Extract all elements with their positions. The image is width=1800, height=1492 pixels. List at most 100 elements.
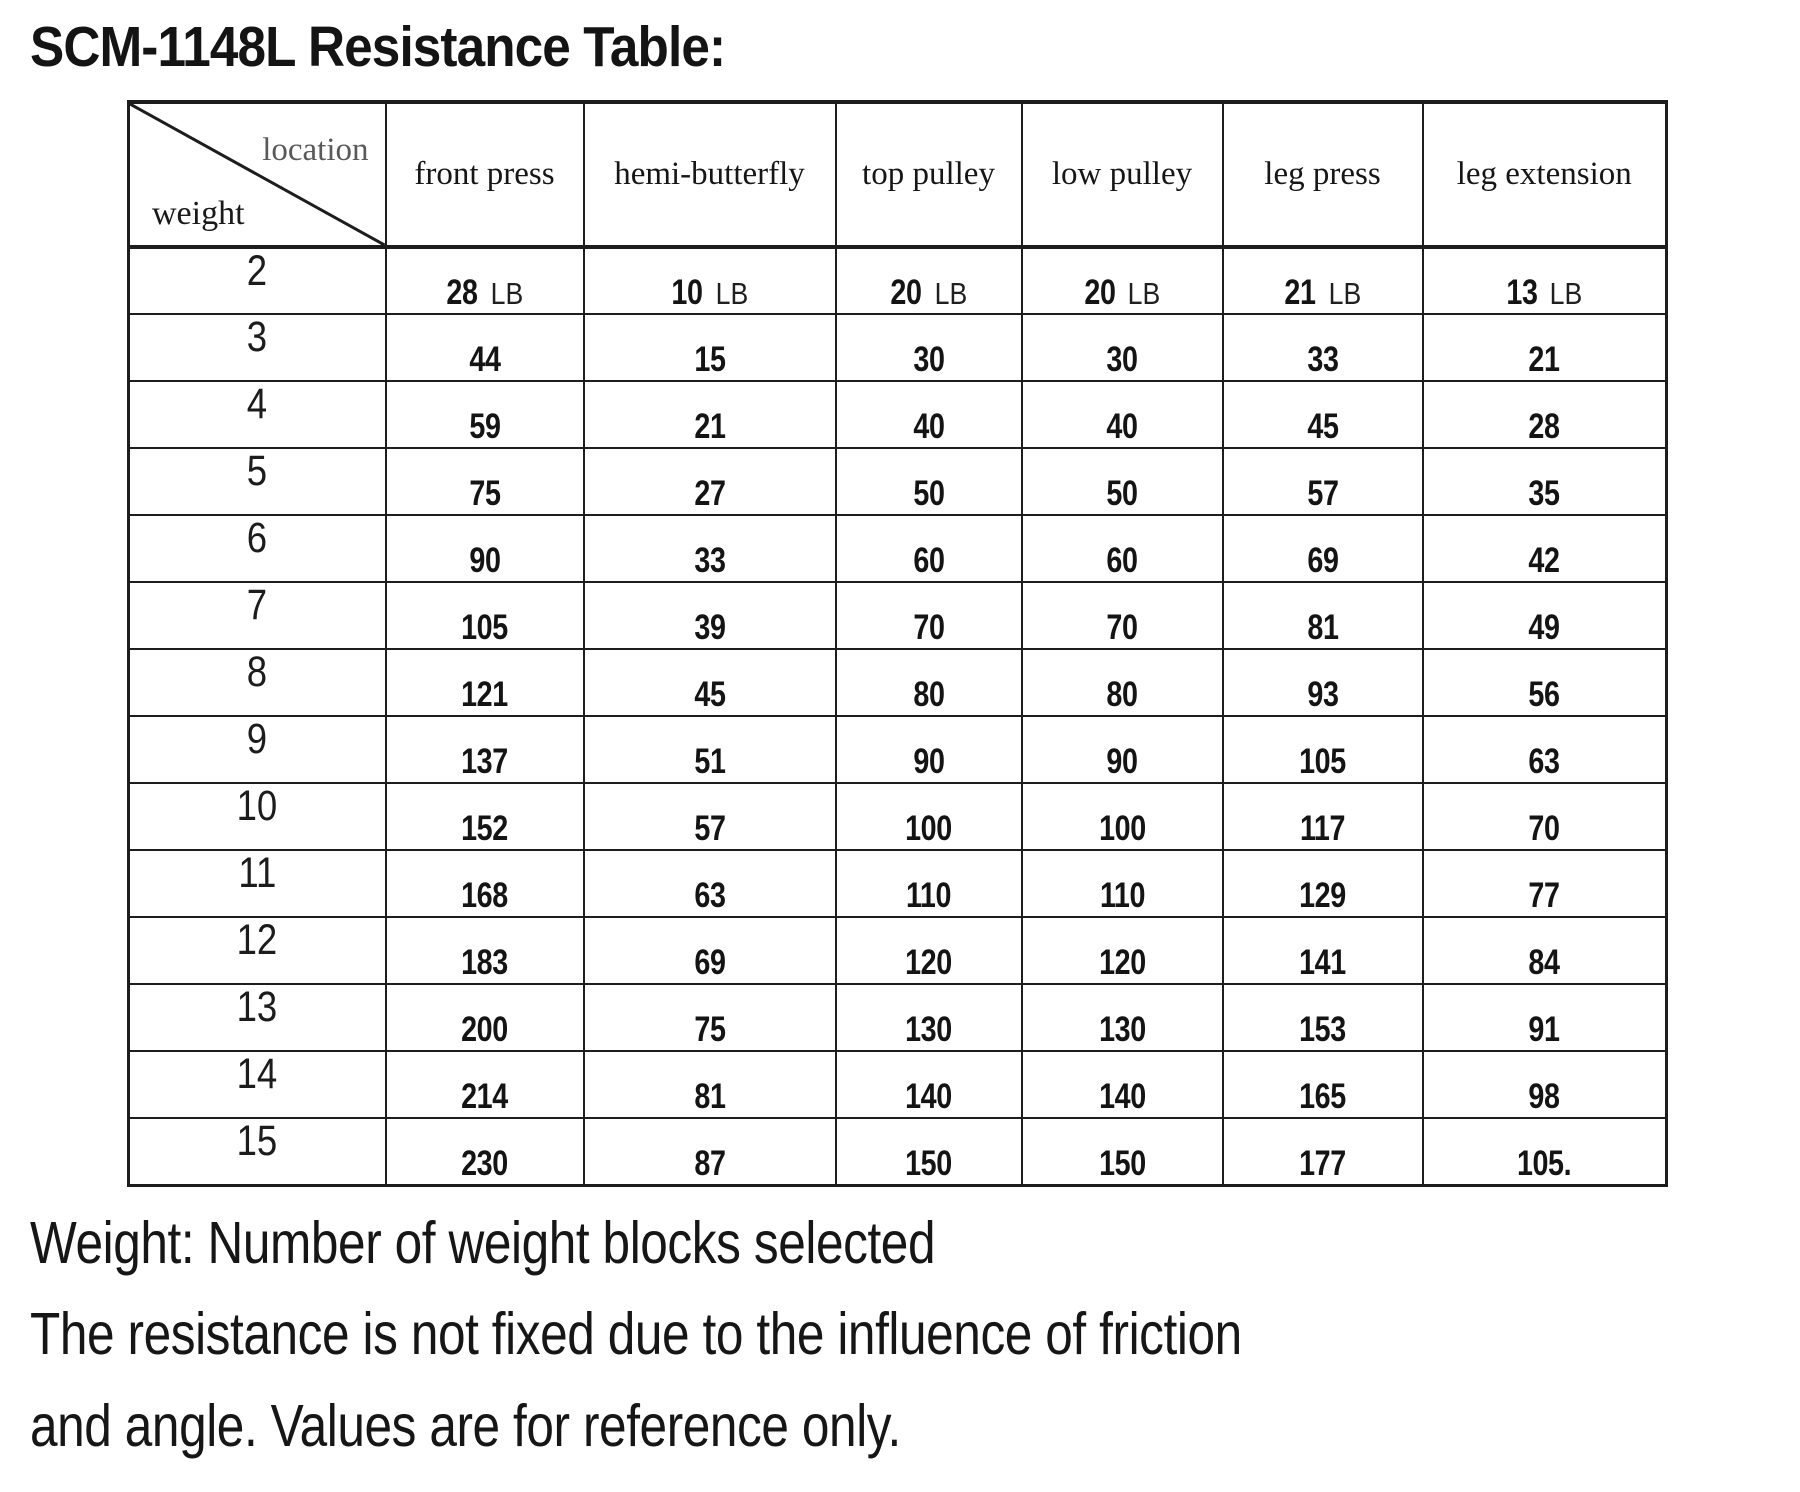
weight-value: 4 — [247, 380, 268, 428]
table-row: 6 90 33 60 60 69 42 — [127, 514, 1668, 583]
resistance-cell: 90 — [834, 715, 1023, 784]
resistance-cell: 100 — [834, 782, 1023, 851]
diagonal-divider-line — [130, 104, 385, 245]
resistance-value: 100 — [1098, 809, 1146, 848]
resistance-value: 42 — [1528, 541, 1561, 580]
resistance-value: 100 — [905, 809, 952, 848]
column-header-hemi-butterfly: hemi-butterfly — [582, 101, 837, 249]
resistance-cell: 200 — [384, 983, 585, 1052]
weight-value: 10 — [236, 782, 278, 830]
resistance-cell: 130 — [834, 983, 1023, 1052]
resistance-value: 168 — [461, 876, 508, 915]
resistance-cell: 100 — [1020, 782, 1224, 851]
resistance-cell: 56 — [1421, 648, 1668, 717]
resistance-cell: 110 — [834, 849, 1023, 918]
column-header-low-pulley: low pulley — [1020, 101, 1224, 249]
resistance-value: 153 — [1299, 1010, 1346, 1049]
resistance-cell: 98 — [1421, 1050, 1668, 1119]
resistance-value: 75 — [468, 474, 501, 513]
resistance-cell: 105 — [1221, 715, 1424, 784]
weight-value: 14 — [236, 1050, 278, 1098]
weight-cell: 3 — [127, 313, 387, 382]
resistance-cell: 137 — [384, 715, 585, 784]
resistance-value: 57 — [1306, 474, 1339, 513]
weight-cell: 4 — [127, 380, 387, 449]
weight-value: 2 — [247, 247, 268, 295]
weight-cell: 15 — [127, 1117, 387, 1186]
resistance-value: 230 — [461, 1143, 508, 1183]
resistance-cell: 50 — [834, 447, 1023, 516]
resistance-value: 130 — [905, 1010, 952, 1049]
resistance-value: 121 — [461, 675, 508, 714]
resistance-cell: 150 — [834, 1117, 1023, 1186]
resistance-value: 39 — [693, 608, 726, 647]
weight-cell: 11 — [127, 849, 387, 918]
resistance-cell: 33 — [582, 514, 837, 583]
resistance-value: 177 — [1299, 1143, 1346, 1183]
resistance-value: 60 — [1106, 541, 1138, 580]
resistance-value: 70 — [912, 608, 945, 647]
resistance-value: 33 — [693, 541, 726, 580]
resistance-cell: 77 — [1421, 849, 1668, 918]
resistance-cell: 140 — [1020, 1050, 1224, 1119]
unit-label: LB — [1328, 276, 1362, 311]
resistance-value: 57 — [693, 809, 726, 848]
resistance-value: 21 — [1284, 273, 1317, 312]
header-row: location weight front press hemi-butterf… — [127, 101, 1668, 249]
resistance-value: 69 — [693, 943, 726, 982]
resistance-cell: 20 LB — [834, 246, 1023, 315]
resistance-value: 35 — [1528, 474, 1561, 513]
resistance-value: 28 — [446, 273, 479, 312]
resistance-cell: 183 — [384, 916, 585, 985]
resistance-cell: 49 — [1421, 581, 1668, 650]
resistance-value: 49 — [1528, 608, 1561, 647]
column-header-top-pulley: top pulley — [834, 101, 1023, 249]
resistance-cell: 30 — [1020, 313, 1224, 382]
weight-value: 13 — [236, 983, 278, 1031]
resistance-value: 84 — [1528, 943, 1561, 982]
weight-value: 5 — [247, 447, 268, 495]
resistance-value: 69 — [1306, 541, 1339, 580]
resistance-value: 93 — [1306, 675, 1339, 714]
resistance-value: 80 — [1106, 675, 1138, 714]
table-row: 2 28 LB 10 LB 20 LB 20 LB 21 LB 13 LB — [127, 246, 1668, 315]
weight-cell: 5 — [127, 447, 387, 516]
resistance-cell: 70 — [1020, 581, 1224, 650]
resistance-value: 130 — [1098, 1010, 1146, 1049]
weight-value: 3 — [247, 313, 268, 361]
resistance-value: 120 — [1098, 943, 1146, 982]
resistance-value: 120 — [905, 943, 952, 982]
resistance-cell: 165 — [1221, 1050, 1424, 1119]
resistance-cell: 57 — [582, 782, 837, 851]
resistance-value: 20 — [1084, 273, 1116, 312]
page-title: SCM-1148L Resistance Table: — [30, 15, 726, 79]
resistance-cell: 70 — [1421, 782, 1668, 851]
resistance-cell: 60 — [834, 514, 1023, 583]
resistance-cell: 84 — [1421, 916, 1668, 985]
resistance-cell: 141 — [1221, 916, 1424, 985]
resistance-cell: 21 — [1421, 313, 1668, 382]
resistance-cell: 50 — [1020, 447, 1224, 516]
resistance-cell: 80 — [1020, 648, 1224, 717]
resistance-value: 45 — [693, 675, 726, 714]
resistance-value: 117 — [1299, 809, 1346, 848]
resistance-cell: 75 — [582, 983, 837, 1052]
table-body: 2 28 LB 10 LB 20 LB 20 LB 21 LB 13 LB 3 44 15 30 30… — [127, 246, 1668, 1186]
resistance-cell: 35 — [1421, 447, 1668, 516]
resistance-cell: 75 — [384, 447, 585, 516]
resistance-value: 105 — [1299, 742, 1346, 781]
weight-cell: 13 — [127, 983, 387, 1052]
resistance-cell: 40 — [834, 380, 1023, 449]
resistance-value: 70 — [1106, 608, 1138, 647]
resistance-cell: 81 — [582, 1050, 837, 1119]
table-row: 3 44 15 30 30 33 21 — [127, 313, 1668, 382]
resistance-cell: 21 LB — [1221, 246, 1424, 315]
corner-weight-label: weight — [152, 195, 245, 232]
column-header-leg-extension: leg extension — [1421, 101, 1668, 249]
resistance-cell: 91 — [1421, 983, 1668, 1052]
resistance-cell: 87 — [582, 1117, 837, 1186]
resistance-cell: 15 — [582, 313, 837, 382]
resistance-cell: 59 — [384, 380, 585, 449]
resistance-value: 75 — [693, 1010, 726, 1049]
table-row: 8 121 45 80 80 93 56 — [127, 648, 1668, 717]
